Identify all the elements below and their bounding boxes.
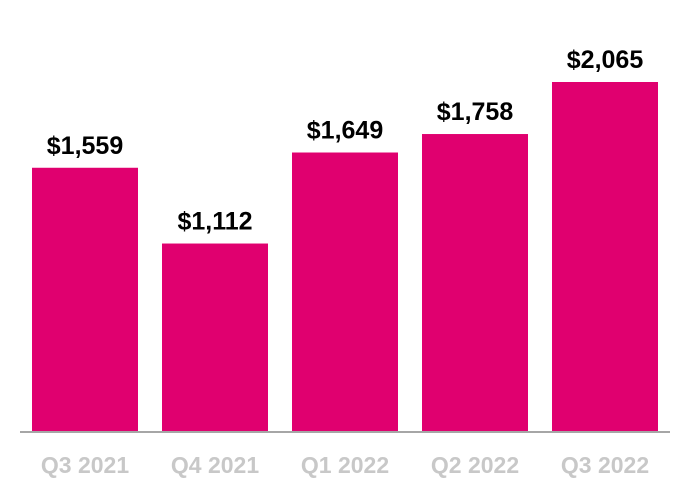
value-label-q1-2022: $1,649 — [307, 117, 383, 145]
bar-q3-2021 — [32, 167, 138, 433]
x-tick-label-q3-2021: Q3 2021 — [41, 452, 129, 478]
value-label-q2-2022: $1,758 — [437, 98, 514, 126]
value-label-q4-2021: $1,112 — [177, 208, 252, 236]
bar-group — [32, 82, 658, 433]
x-tick-label-q3-2022: Q3 2022 — [561, 452, 649, 478]
value-label-group: $1,559 $1,112 $1,649 $1,758 $2,065 — [47, 46, 644, 236]
x-tick-label-q4-2021: Q4 2021 — [171, 452, 259, 478]
x-tick-label-q1-2022: Q1 2022 — [301, 452, 389, 478]
value-label-q3-2021: $1,559 — [47, 132, 123, 160]
bar-q1-2022 — [292, 152, 398, 432]
bar-q3-2022 — [552, 82, 658, 432]
value-label-q3-2022: $2,065 — [567, 46, 644, 74]
bar-q2-2022 — [422, 134, 528, 432]
x-tick-label-q2-2022: Q2 2022 — [431, 452, 519, 478]
x-tick-label-group: Q3 2021 Q4 2021 Q1 2022 Q2 2022 Q3 2022 — [41, 452, 649, 478]
bar-q4-2021 — [162, 243, 268, 432]
